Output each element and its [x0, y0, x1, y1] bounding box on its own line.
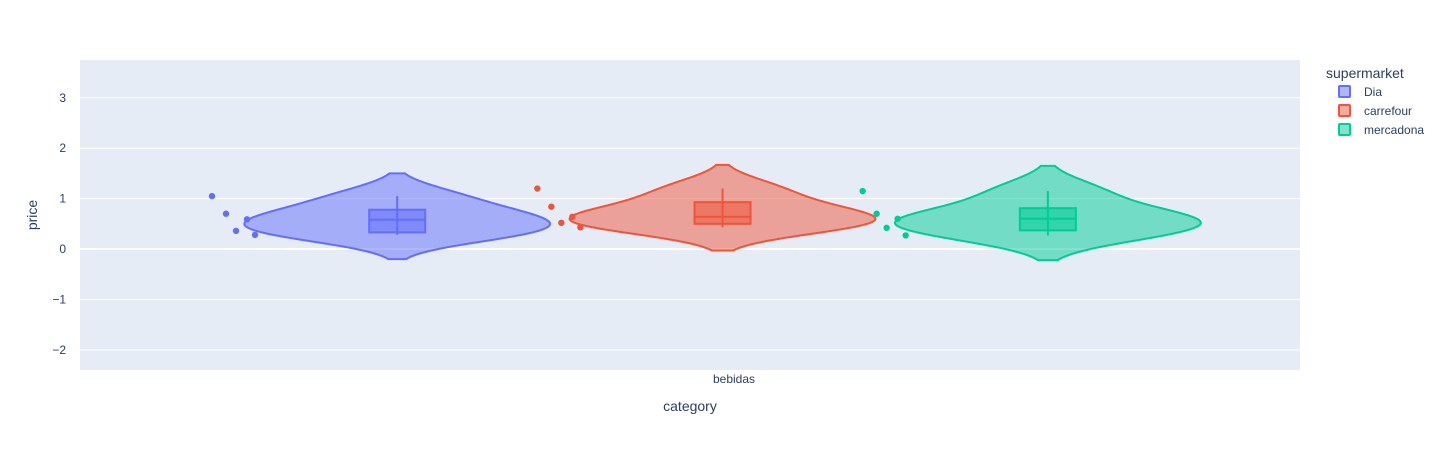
box-carrefour[interactable]	[693, 201, 752, 225]
y-tick-label: 0	[59, 242, 66, 256]
legend-label-Dia[interactable]: Dia	[1364, 85, 1382, 99]
y-axis-title: price	[24, 200, 40, 231]
legend-label-carrefour[interactable]: carrefour	[1364, 104, 1412, 118]
y-tick-label: 1	[59, 192, 66, 206]
points	[208, 185, 909, 239]
legend-swatch-carrefour[interactable]	[1338, 104, 1351, 117]
point-carrefour[interactable]	[558, 219, 565, 227]
boxes	[368, 188, 1077, 236]
y-tick-label: −2	[52, 343, 66, 357]
point-Dia[interactable]	[232, 227, 240, 235]
y-tick-labels: −2 −1 0 1 2 3	[52, 91, 66, 357]
y-tick-label: −1	[52, 292, 66, 306]
point-mercadona[interactable]	[883, 224, 890, 232]
gridlines	[80, 97, 1300, 351]
point-carrefour[interactable]	[569, 213, 576, 220]
point-carrefour[interactable]	[534, 185, 541, 192]
y-tick-label: 3	[59, 91, 66, 105]
point-Dia[interactable]	[208, 192, 216, 200]
point-mercadona[interactable]	[894, 215, 901, 222]
legend-title: supermarket	[1326, 65, 1404, 81]
legend-swatch-mercadona[interactable]	[1338, 123, 1351, 136]
point-mercadona[interactable]	[873, 210, 880, 217]
box-Dia[interactable]	[368, 208, 427, 234]
point-carrefour[interactable]	[577, 224, 584, 231]
point-Dia[interactable]	[251, 231, 259, 239]
x-tick-label: bebidas	[713, 372, 755, 386]
legend: supermarket Dia carrefour mercadona	[1326, 65, 1424, 137]
legend-swatch-Dia[interactable]	[1338, 85, 1351, 98]
point-mercadona[interactable]	[859, 187, 866, 195]
point-Dia[interactable]	[243, 216, 251, 223]
x-axis-title: category	[663, 398, 717, 414]
point-carrefour[interactable]	[548, 203, 555, 210]
point-mercadona[interactable]	[902, 232, 909, 239]
legend-label-mercadona[interactable]: mercadona	[1364, 123, 1424, 137]
point-Dia[interactable]	[222, 210, 230, 217]
y-tick-label: 2	[59, 141, 66, 155]
